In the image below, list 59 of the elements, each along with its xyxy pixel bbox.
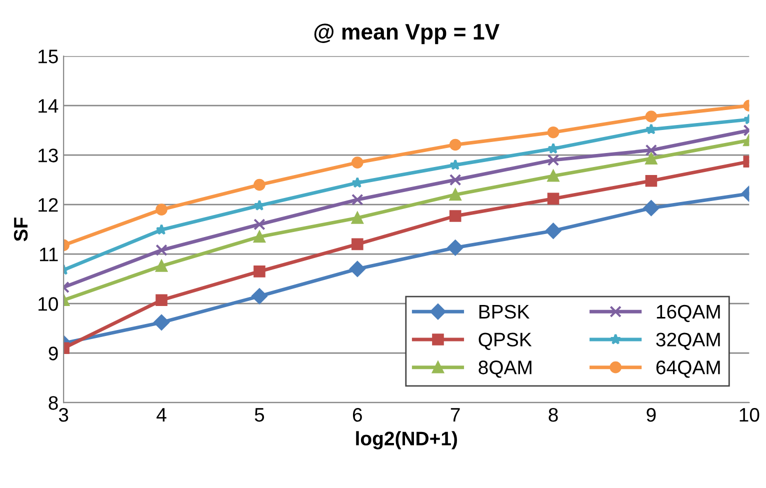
x-tick-label: 5 xyxy=(254,408,264,422)
y-tick-label: 11 xyxy=(40,248,58,262)
point xyxy=(156,294,168,306)
y-tick-label: 15 xyxy=(38,50,58,64)
legend-label: 8QAM xyxy=(478,360,532,378)
x-tick-label: 8 xyxy=(548,408,558,422)
y-tick-label: 13 xyxy=(38,148,58,162)
chart-title: @ mean Vpp = 1V xyxy=(314,24,500,44)
point xyxy=(547,126,560,138)
legend-label: QPSK xyxy=(478,332,532,350)
y-tick-label: 12 xyxy=(38,198,58,212)
point xyxy=(156,260,168,272)
point xyxy=(351,212,364,224)
point xyxy=(254,266,266,278)
legend-label: BPSK xyxy=(479,304,530,319)
point xyxy=(449,188,462,201)
x-tick-label: 9 xyxy=(646,408,656,422)
point xyxy=(449,174,462,186)
point xyxy=(352,176,364,188)
point xyxy=(548,142,559,154)
point xyxy=(645,144,658,156)
point xyxy=(156,244,168,256)
point xyxy=(645,110,658,122)
point xyxy=(643,200,660,216)
x-axis-title: log2(ND+1) xyxy=(356,431,457,450)
point xyxy=(254,218,266,230)
legend-label: 16QAM xyxy=(656,304,720,322)
x-tick-label: 4 xyxy=(156,408,166,422)
x-tick-label: 3 xyxy=(58,408,68,422)
point xyxy=(645,152,658,164)
point xyxy=(547,192,560,205)
y-axis-title: SF xyxy=(14,218,28,242)
point xyxy=(156,204,168,216)
y-tick-label: 8 xyxy=(48,396,58,410)
point xyxy=(547,154,560,166)
point xyxy=(547,170,560,182)
y-tick-label: 9 xyxy=(48,346,58,360)
point xyxy=(449,138,462,151)
x-tick-label: 7 xyxy=(450,408,460,422)
point xyxy=(450,159,461,170)
point xyxy=(351,238,364,250)
point xyxy=(351,156,364,168)
point xyxy=(645,174,658,187)
point xyxy=(351,194,364,206)
point xyxy=(545,222,562,239)
x-tick-label: 10 xyxy=(740,408,760,422)
legend-label: 64QAM xyxy=(656,360,720,378)
point xyxy=(646,123,657,134)
point xyxy=(447,240,464,256)
legend-label: 32QAM xyxy=(656,332,720,350)
point xyxy=(154,314,170,330)
point xyxy=(254,178,266,191)
y-tick-label: 14 xyxy=(38,99,58,113)
point xyxy=(349,261,366,277)
point xyxy=(449,210,462,222)
x-tick-label: 6 xyxy=(352,408,362,422)
point xyxy=(254,230,266,243)
point xyxy=(252,288,268,304)
y-tick-label: 10 xyxy=(38,297,58,311)
